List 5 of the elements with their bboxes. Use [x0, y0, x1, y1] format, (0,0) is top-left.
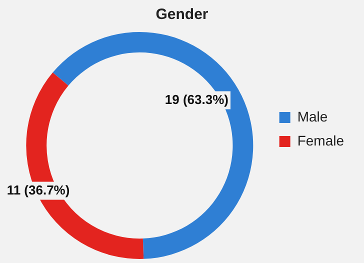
legend-label: Male — [297, 108, 328, 124]
data-label: 19 (63.3%) — [164, 92, 228, 107]
chart-title: Gender — [156, 6, 208, 24]
data-label: 11 (36.7%) — [6, 182, 70, 198]
legend-label: Female — [297, 132, 344, 148]
